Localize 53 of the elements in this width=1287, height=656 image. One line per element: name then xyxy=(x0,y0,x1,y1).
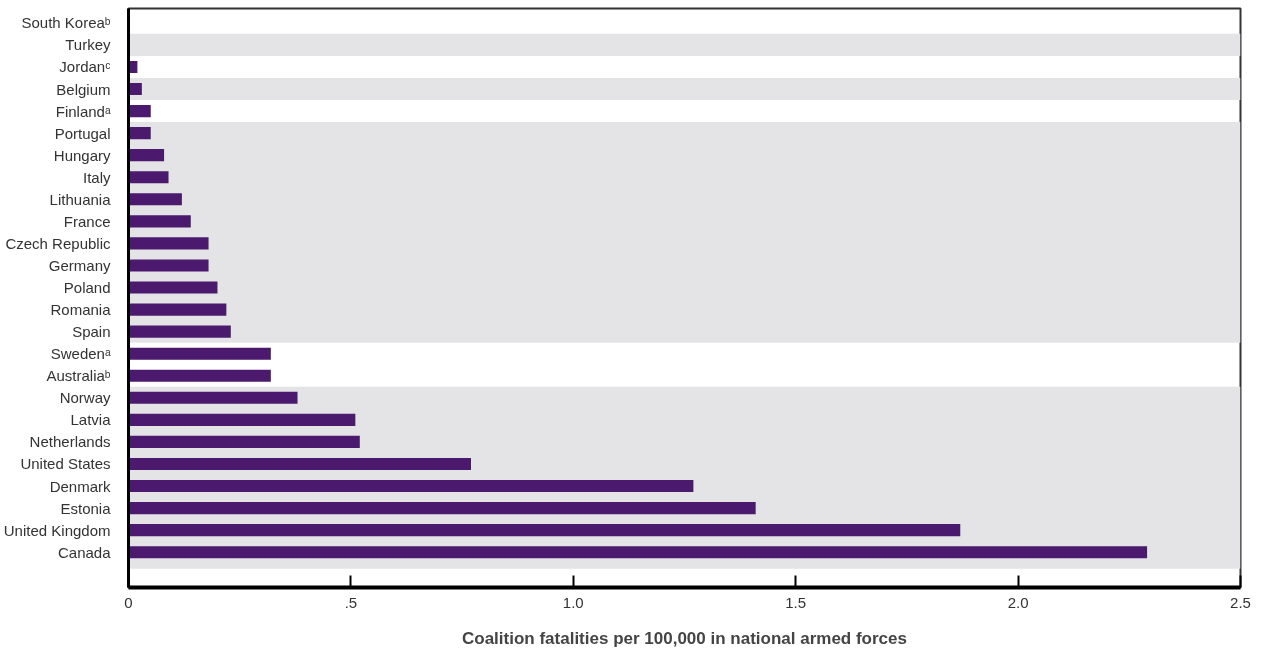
y-tick-label: Jordanᶜ xyxy=(59,58,111,76)
bar xyxy=(128,281,218,294)
bar xyxy=(128,479,694,493)
bar xyxy=(128,325,231,338)
y-tick-label: Canada xyxy=(57,543,112,561)
bar xyxy=(128,171,169,184)
y-tick-label: United Kingdom xyxy=(3,521,111,539)
y-tick-label: Italy xyxy=(82,168,111,186)
bar xyxy=(128,369,271,382)
y-tick-label: Lithuania xyxy=(49,190,112,208)
y-tick-label: Australiaᵇ xyxy=(46,367,111,385)
y-tick-label: Belgium xyxy=(56,80,111,98)
y-tick-label: Spain xyxy=(72,323,111,341)
x-axis-title: Coalition fatalities per 100,000 in national armed forces xyxy=(462,628,907,648)
bar xyxy=(128,435,360,448)
x-tick-label: 0 xyxy=(124,593,133,611)
bar xyxy=(128,237,209,250)
bar xyxy=(128,127,151,140)
y-tick-label: South Koreaᵇ xyxy=(21,14,111,32)
y-tick-label: Denmark xyxy=(49,477,111,495)
x-tick-label: 1.5 xyxy=(785,593,807,611)
y-tick-label: Turkey xyxy=(65,36,111,54)
bar xyxy=(128,413,356,426)
bar xyxy=(128,259,209,272)
x-tick-label: .5 xyxy=(344,593,358,611)
bar xyxy=(128,546,1148,559)
x-tick-label: 2.5 xyxy=(1230,593,1251,611)
bar xyxy=(128,215,191,228)
y-tick-label: Latvia xyxy=(70,411,112,429)
y-tick-label: Portugal xyxy=(54,124,111,142)
x-tick-label: 2.0 xyxy=(1007,593,1029,611)
y-tick-label: Netherlands xyxy=(29,433,111,451)
y-tick-label: Norway xyxy=(59,389,111,407)
bar xyxy=(128,347,271,360)
y-tick-label: France xyxy=(63,212,111,230)
x-tick-label: 1.0 xyxy=(562,593,584,611)
bar xyxy=(128,193,182,206)
y-tick-label: Hungary xyxy=(53,146,111,164)
y-tick-label: Finlandᵃ xyxy=(55,102,111,120)
bar xyxy=(128,303,227,316)
bar xyxy=(128,457,471,471)
y-tick-label: Czech Republic xyxy=(5,234,111,252)
bar xyxy=(128,105,151,118)
bar xyxy=(128,502,756,515)
y-tick-label: Poland xyxy=(63,279,111,297)
y-tick-label: Romania xyxy=(50,301,112,319)
bar xyxy=(128,524,961,537)
y-tick-label: Germany xyxy=(48,256,111,274)
y-tick-label: United States xyxy=(20,455,111,473)
bar xyxy=(128,149,165,162)
y-tick-label: Swedenᵃ xyxy=(50,345,111,363)
bar xyxy=(128,391,298,404)
y-tick-label: Estonia xyxy=(60,499,112,517)
